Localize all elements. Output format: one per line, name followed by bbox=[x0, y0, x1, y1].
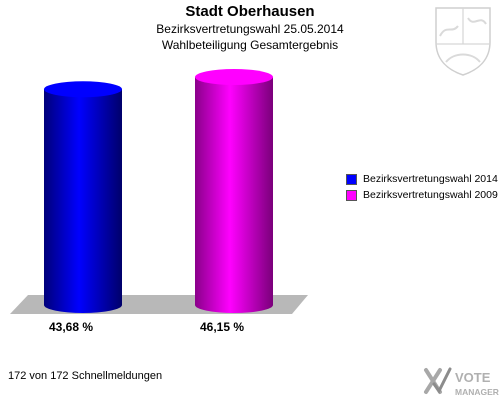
legend-label: Bezirksvertretungswahl 2014 bbox=[363, 173, 498, 185]
bar-value-label: 43,68 % bbox=[49, 320, 93, 334]
bars-group bbox=[44, 69, 273, 313]
bar bbox=[44, 89, 122, 306]
bar-base bbox=[195, 297, 273, 313]
legend-item: Bezirksvertretungswahl 2014 bbox=[346, 171, 498, 187]
legend-swatch bbox=[346, 189, 357, 201]
crest-icon bbox=[435, 7, 491, 76]
chart-titles: Stadt Oberhausen Bezirksvertretungswahl … bbox=[0, 2, 500, 53]
legend-swatch bbox=[346, 173, 357, 185]
bar-base bbox=[44, 297, 122, 313]
legend-item: Bezirksvertretungswahl 2009 bbox=[346, 187, 498, 203]
legend: Bezirksvertretungswahl 2014 Bezirksvertr… bbox=[346, 171, 498, 203]
bar-value-label: 46,15 % bbox=[200, 320, 244, 334]
bar-top bbox=[195, 69, 273, 86]
footer-text: 172 von 172 Schnellmeldungen bbox=[8, 370, 163, 382]
chart-subtitle: Bezirksvertretungswahl 25.05.2014 bbox=[156, 22, 344, 36]
bar-top bbox=[44, 81, 122, 98]
vote-manager-logo-icon: VOTE MANAGER bbox=[424, 367, 499, 397]
logo-manager-text: MANAGER bbox=[455, 387, 499, 397]
legend-label: Bezirksvertretungswahl 2009 bbox=[363, 189, 498, 201]
chart-title: Stadt Oberhausen bbox=[185, 3, 315, 20]
bar bbox=[195, 77, 273, 305]
chart-subtitle-2: Wahlbeteiligung Gesamtergebnis bbox=[161, 38, 339, 52]
logo-vote-text: VOTE bbox=[455, 370, 491, 385]
